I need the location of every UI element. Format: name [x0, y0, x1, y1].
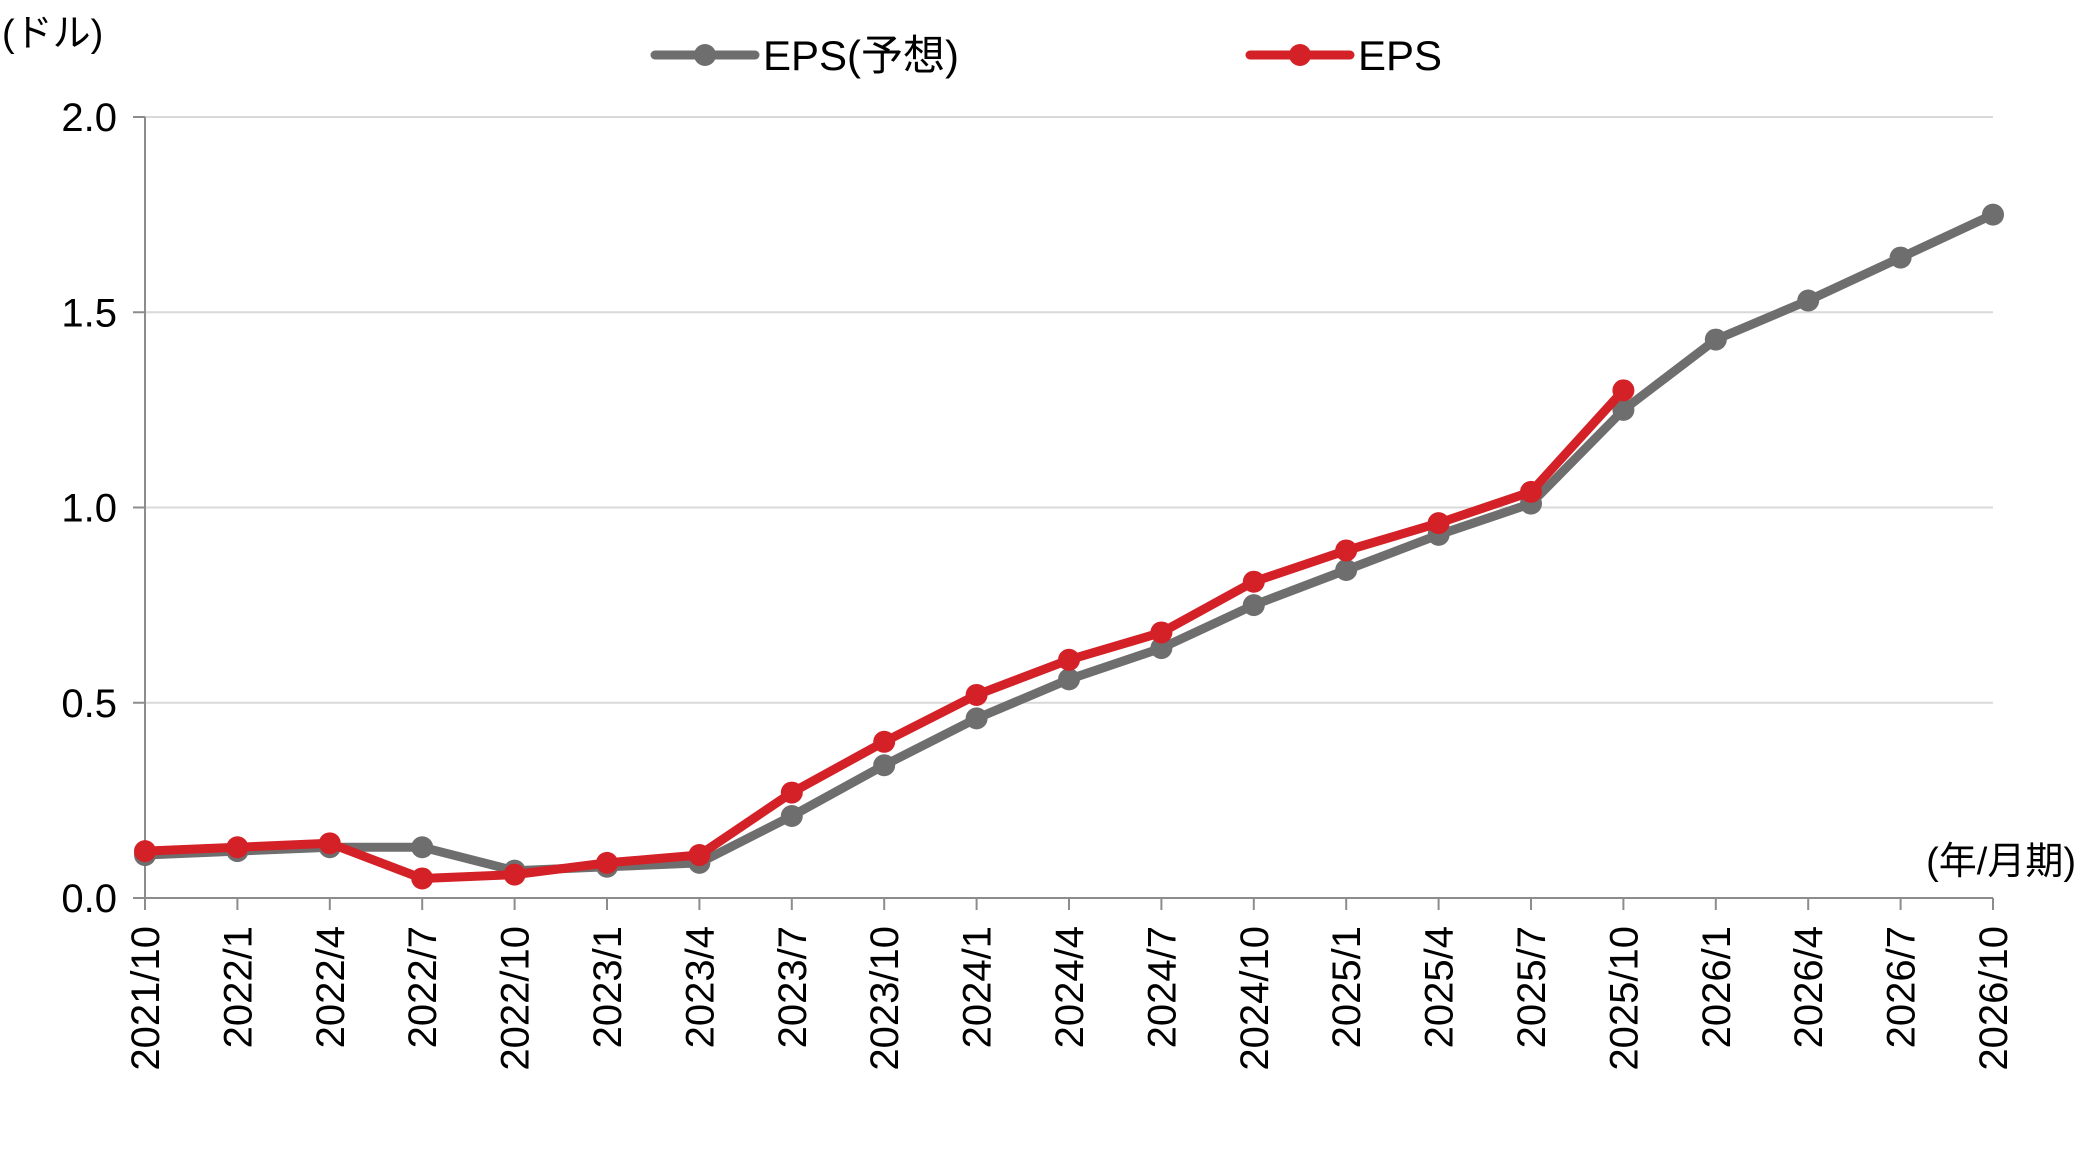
series-2-point: [503, 863, 526, 886]
series-1-point: [873, 754, 896, 777]
series-group: [134, 203, 2004, 890]
series-2-point: [1612, 379, 1635, 402]
axes: 0.0 0.5 1.0 1.5 2.0 2021/10 2022/1 2022/4 2022/7…: [61, 96, 2016, 1071]
series-1-point: [1982, 203, 2004, 226]
y-tick-label: 1.0: [61, 487, 117, 531]
x-tick-label: 2026/10: [1972, 926, 2016, 1071]
series-2-point: [134, 840, 156, 863]
y-tick-label: 1.5: [61, 291, 117, 335]
series-1-point: [1704, 328, 1727, 351]
series-1-point: [1797, 289, 1820, 312]
series-2-point: [411, 867, 434, 890]
series-1-point: [1058, 668, 1080, 691]
series-2-point: [1427, 512, 1450, 535]
x-tick-label: 2022/4: [309, 926, 353, 1048]
x-tick-label: 2023/1: [586, 926, 630, 1048]
series-1-point: [780, 804, 803, 827]
x-tick-label: 2024/1: [956, 926, 1000, 1048]
x-tick-label: 2024/10: [1233, 926, 1277, 1071]
series-2-point: [226, 836, 249, 859]
x-tick-label: 2022/7: [401, 926, 445, 1048]
x-tick-label: 2023/7: [771, 926, 815, 1048]
x-tick-label: 2026/7: [1880, 926, 1924, 1048]
x-tick-label: 2023/4: [678, 926, 722, 1048]
series-2-point: [965, 683, 988, 706]
series-1-point: [1150, 637, 1173, 660]
x-tick-label: 2022/10: [494, 926, 538, 1071]
series-1-point: [411, 836, 434, 859]
series-1-point: [1612, 398, 1635, 421]
x-tick-label: 2025/1: [1325, 926, 1369, 1048]
series-2-point: [596, 851, 618, 874]
series-1-point: [1335, 558, 1358, 581]
legend-label-2: EPS: [1358, 32, 1442, 79]
x-tick-label: 2023/10: [863, 926, 907, 1071]
series-2-point: [1335, 539, 1358, 562]
x-tick-label: 2021/10: [124, 926, 168, 1071]
series-1-point: [965, 707, 988, 730]
x-tick-label: 2022/1: [216, 926, 260, 1048]
y-unit-label: (ドル): [2, 13, 103, 55]
y-tick-label: 0.5: [61, 682, 117, 726]
series-1-point: [1242, 594, 1265, 617]
legend-marker-2: [1289, 44, 1311, 66]
x-tick-label: 2025/4: [1418, 926, 1462, 1048]
series-2-point: [1242, 570, 1265, 593]
series-2-point: [1150, 621, 1173, 644]
y-tick-label: 0.0: [61, 877, 117, 921]
x-tick-label: 2024/7: [1140, 926, 1184, 1048]
legend-label-1: EPS(予想): [763, 32, 959, 79]
x-tick-label: 2026/1: [1695, 926, 1739, 1048]
x-tick-label: 2026/4: [1787, 926, 1831, 1048]
grid-lines: [145, 116, 1993, 704]
y-tick-label: 2.0: [61, 96, 117, 140]
x-tick-label: 2025/10: [1602, 926, 1646, 1071]
series-2-point: [688, 844, 711, 867]
series-line-2: [140, 385, 1628, 883]
x-tick-label: 2025/7: [1510, 926, 1554, 1048]
legend-marker-1: [694, 44, 716, 66]
series-2-point: [780, 781, 803, 804]
series-1-point: [1889, 246, 1912, 269]
series-2-point: [1058, 648, 1080, 671]
x-unit-label: (年/月期): [1926, 841, 2076, 883]
x-tick-label: 2024/4: [1048, 926, 1092, 1048]
legend: EPS(予想) EPS: [650, 32, 1442, 79]
series-2-point: [318, 832, 341, 855]
series-2-point: [1520, 480, 1542, 503]
series-2-point: [873, 730, 896, 753]
